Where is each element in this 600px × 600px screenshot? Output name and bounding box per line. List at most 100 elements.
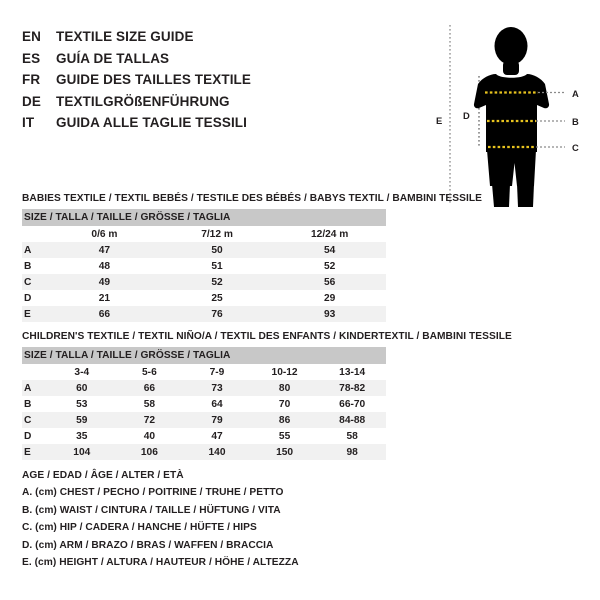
babies-cell-c-2: 56 <box>273 274 386 290</box>
language-title-en: TEXTILE SIZE GUIDE <box>56 29 194 44</box>
legend-line-age: AGE / EDAD / ÂGE / ALTER / ETÀ <box>22 470 184 481</box>
children-corner-cell <box>22 363 48 380</box>
children-col-header-2: 7-9 <box>183 363 251 380</box>
babies-row-label-e: E <box>22 306 49 322</box>
language-code-it: IT <box>22 115 35 130</box>
table-row: E 66 76 93 <box>22 306 386 322</box>
language-row-fr: FR GUIDE DES TAILLES TEXTILE <box>22 72 251 94</box>
children-col-header-3: 10-12 <box>250 363 319 380</box>
babies-size-table: SIZE / TALLA / TAILLE / GRÖSSE / TAGLIA … <box>22 209 386 322</box>
children-cell-a-0: 60 <box>48 380 116 396</box>
table-row: B 53 58 64 70 66-70 <box>22 396 387 412</box>
babies-cell-b-0: 48 <box>48 258 161 274</box>
babies-cell-d-0: 21 <box>48 290 161 306</box>
language-title-fr: GUIDE DES TAILLES TEXTILE <box>56 72 252 87</box>
babies-band-row: SIZE / TALLA / TAILLE / GRÖSSE / TAGLIA <box>22 209 386 226</box>
table-row: D 21 25 29 <box>22 290 386 306</box>
children-cell-b-1: 58 <box>115 396 184 412</box>
children-cell-e-4: 98 <box>318 444 387 460</box>
babies-row-label-c: C <box>22 274 49 290</box>
child-silhouette-svg <box>449 25 565 207</box>
babies-cell-c-1: 52 <box>160 274 274 290</box>
babies-cell-e-1: 76 <box>160 306 274 322</box>
legend-line-a-chest: A. (cm) CHEST / PECHO / POITRINE / TRUHE… <box>22 487 284 499</box>
figure-label-d: D <box>463 110 470 121</box>
children-column-header-row: 3-4 5-6 7-9 10-12 13-14 <box>22 363 387 380</box>
language-row-en: EN TEXTILE SIZE GUIDE <box>22 29 251 51</box>
legend-line-b-waist: B. (cm) WAIST / CINTURA / TAILLE / HÜFTU… <box>22 504 281 516</box>
figure-label-a: A <box>572 88 579 99</box>
babies-col-header-1: 7/12 m <box>160 225 274 242</box>
table-row: C 49 52 56 <box>22 274 386 290</box>
babies-cell-c-0: 49 <box>48 274 161 290</box>
child-body-shape <box>473 27 550 207</box>
figure-label-e: E <box>436 115 443 126</box>
legend-line-c-hip: C. (cm) HIP / CADERA / HANCHE / HÜFTE / … <box>22 522 257 534</box>
babies-col-header-0: 0/6 m <box>48 225 161 242</box>
children-cell-e-3: 150 <box>250 444 319 460</box>
children-row-label-e: E <box>22 444 48 460</box>
children-cell-c-4: 84-88 <box>318 412 387 428</box>
children-cell-e-1: 106 <box>115 444 184 460</box>
children-row-label-b: B <box>22 396 48 412</box>
children-col-header-4: 13-14 <box>318 363 387 380</box>
children-band-label: SIZE / TALLA / TAILLE / GRÖSSE / TAGLIA <box>22 347 387 364</box>
children-cell-d-0: 35 <box>48 428 116 444</box>
language-row-es: ES GUÍA DE TALLAS <box>22 51 251 73</box>
language-title-block: EN TEXTILE SIZE GUIDE ES GUÍA DE TALLAS … <box>22 29 251 137</box>
babies-cell-b-1: 51 <box>160 258 274 274</box>
table-row: A 60 66 73 80 78-82 <box>22 380 387 396</box>
table-row: C 59 72 79 86 84-88 <box>22 412 387 428</box>
babies-textile-section: BABIES TEXTILE / TEXTIL BEBÉS / TESTILE … <box>22 193 482 322</box>
children-cell-c-1: 72 <box>115 412 184 428</box>
children-cell-b-2: 64 <box>183 396 251 412</box>
children-cell-d-2: 47 <box>183 428 251 444</box>
language-row-de: DE TEXTILGRÖßENFÜHRUNG <box>22 94 251 116</box>
language-code-es: ES <box>22 50 41 66</box>
babies-cell-a-2: 54 <box>273 242 386 258</box>
babies-cell-a-0: 47 <box>48 242 161 258</box>
children-textile-section: CHILDREN'S TEXTILE / TEXTIL NIÑO/A / TEX… <box>22 331 512 460</box>
children-cell-e-2: 140 <box>183 444 251 460</box>
legend-line-e-height: E. (cm) HEIGHT / ALTURA / HAUTEUR / HÖHE… <box>22 556 299 568</box>
language-title-it: GUIDA ALLE TAGLIE TESSILI <box>56 115 247 130</box>
children-cell-e-0: 104 <box>48 444 116 460</box>
language-title-es: GUÍA DE TALLAS <box>56 50 170 66</box>
babies-cell-a-1: 50 <box>160 242 274 258</box>
children-cell-d-3: 55 <box>250 428 319 444</box>
babies-cell-e-2: 93 <box>273 306 386 322</box>
children-cell-b-4: 66-70 <box>318 396 387 412</box>
babies-band-label: SIZE / TALLA / TAILLE / GRÖSSE / TAGLIA <box>22 209 386 226</box>
babies-row-label-b: B <box>22 258 49 274</box>
babies-cell-d-1: 25 <box>160 290 274 306</box>
babies-col-header-2: 12/24 m <box>273 225 386 242</box>
children-section-title: CHILDREN'S TEXTILE / TEXTIL NIÑO/A / TEX… <box>22 331 512 342</box>
children-cell-d-1: 40 <box>115 428 184 444</box>
children-cell-b-0: 53 <box>48 396 116 412</box>
language-code-fr: FR <box>22 72 41 87</box>
babies-cell-e-0: 66 <box>48 306 161 322</box>
table-row: B 48 51 52 <box>22 258 386 274</box>
figure-label-c: C <box>572 142 579 153</box>
children-cell-d-4: 58 <box>318 428 387 444</box>
table-row: A 47 50 54 <box>22 242 386 258</box>
table-row: D 35 40 47 55 58 <box>22 428 387 444</box>
babies-column-header-row: 0/6 m 7/12 m 12/24 m <box>22 225 386 242</box>
table-row: E 104 106 140 150 98 <box>22 444 387 460</box>
children-band-row: SIZE / TALLA / TAILLE / GRÖSSE / TAGLIA <box>22 347 387 364</box>
children-row-label-a: A <box>22 380 48 396</box>
children-cell-b-3: 70 <box>250 396 319 412</box>
language-row-it: IT GUIDA ALLE TAGLIE TESSILI <box>22 115 251 137</box>
children-cell-a-2: 73 <box>183 380 251 396</box>
children-cell-a-3: 80 <box>250 380 319 396</box>
children-cell-c-0: 59 <box>48 412 116 428</box>
children-col-header-1: 5-6 <box>115 363 184 380</box>
language-code-en: EN <box>22 29 41 44</box>
children-row-label-c: C <box>22 412 48 428</box>
legend-line-d-arm: D. (cm) ARM / BRAZO / BRAS / WAFFEN / BR… <box>22 539 274 551</box>
children-col-header-0: 3-4 <box>48 363 116 380</box>
children-cell-a-4: 78-82 <box>318 380 387 396</box>
babies-section-title: BABIES TEXTILE / TEXTIL BEBÉS / TESTILE … <box>22 193 482 204</box>
babies-row-label-d: D <box>22 290 49 306</box>
children-cell-a-1: 66 <box>115 380 184 396</box>
